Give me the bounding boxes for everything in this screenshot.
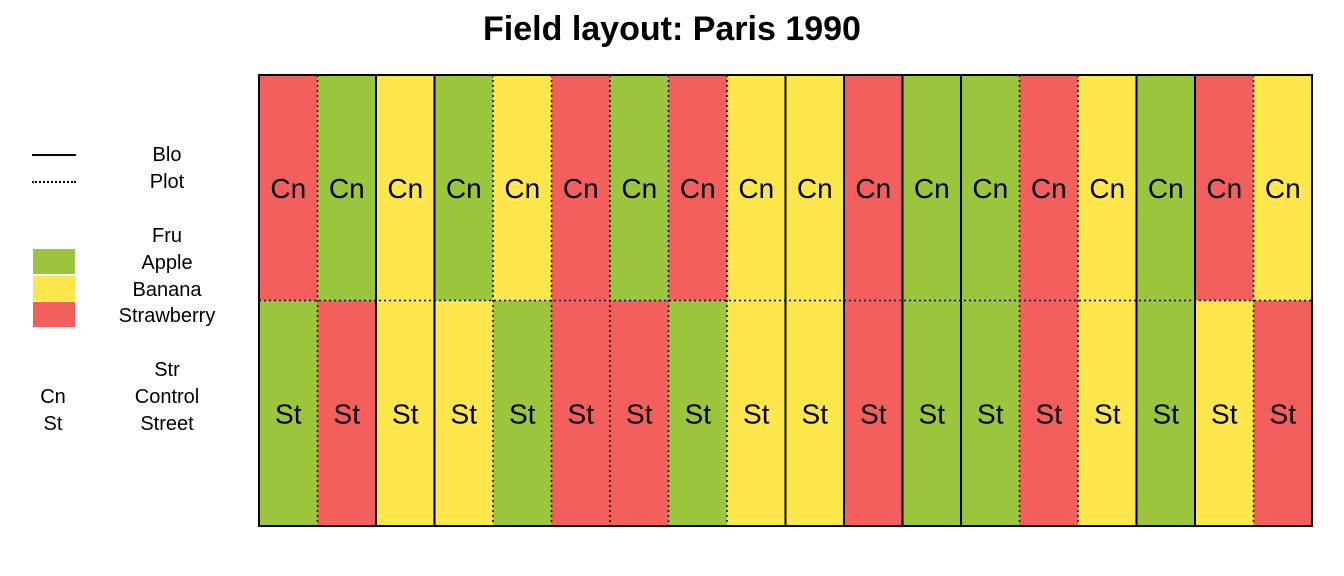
plot-cell-label: St: [275, 398, 302, 429]
field-border: [258, 74, 1313, 527]
plot-cell: [727, 75, 786, 301]
plot-cell: [785, 300, 845, 527]
legend-street-label: Street: [140, 413, 194, 435]
plot-cell: [1195, 75, 1254, 301]
legend-apple-label: Apple: [141, 252, 193, 274]
plot-cell-label: Cn: [1089, 173, 1125, 204]
legend-fruit-header: Fru: [152, 225, 182, 247]
plot-line-sample: [32, 181, 76, 183]
plot-cell: [376, 75, 435, 301]
plot-cell-label: St: [1094, 398, 1121, 429]
legend-control-code: Cn: [40, 386, 66, 408]
plot-cell-label: Cn: [797, 173, 833, 204]
plot-cell: [493, 75, 552, 301]
plot-cell-label: Cn: [972, 173, 1008, 204]
plot-cell-label: St: [977, 398, 1004, 429]
plot-cell-label: St: [626, 398, 653, 429]
plot-cell-label: Cn: [504, 173, 540, 204]
plot-cell-label: St: [334, 398, 361, 429]
plot-cell-label: St: [1211, 398, 1238, 429]
plot-cell-label: Cn: [621, 173, 657, 204]
plot-cell: [902, 300, 962, 527]
plot-cell-label: St: [392, 398, 419, 429]
apple-swatch: [33, 249, 75, 274]
plot-cell: [610, 300, 669, 527]
plot-cell: [1078, 300, 1137, 527]
plot-cell-label: St: [1153, 398, 1180, 429]
plot-cell-label: St: [568, 398, 595, 429]
plot-cell: [785, 75, 845, 301]
plot-cell-label: Cn: [270, 173, 306, 204]
plot-cell: [844, 300, 903, 527]
plot-cell: [259, 300, 318, 527]
plot-cell: [610, 75, 669, 301]
plot-cell: [317, 300, 377, 527]
plot-cell-label: Cn: [1206, 173, 1242, 204]
legend-street-code: St: [43, 413, 63, 435]
plot-cell-label: Cn: [446, 173, 482, 204]
page-title: Field layout: Paris 1990: [483, 10, 861, 48]
plot-cell: [1078, 75, 1137, 301]
plot-cell: [961, 300, 1020, 527]
plot-cell-label: Cn: [680, 173, 716, 204]
plot-cell-label: St: [802, 398, 829, 429]
plot-cell-label: Cn: [855, 173, 891, 204]
strawberry-swatch: [33, 302, 75, 327]
plot-cell-label: St: [1036, 398, 1063, 429]
legend-control-label: Control: [134, 386, 200, 408]
plot-cell-label: Cn: [329, 173, 365, 204]
plot-cell: [1136, 300, 1196, 527]
plot-cell: [434, 75, 494, 301]
plot-cell-label: Cn: [563, 173, 599, 204]
banana-swatch: [33, 276, 75, 301]
plot-cell: [434, 300, 494, 527]
plot-cell-label: Cn: [387, 173, 423, 204]
plot-cell-label: Cn: [1148, 173, 1184, 204]
plot-cell: [317, 75, 377, 301]
plot-cell: [1019, 300, 1079, 527]
plot-cell-label: St: [685, 398, 712, 429]
plot-cell: [844, 75, 903, 301]
legend-banana-label: Banana: [132, 279, 202, 301]
plot-cell-label: St: [451, 398, 478, 429]
plot-cell: [961, 75, 1020, 301]
plot-cell: [259, 75, 318, 301]
plot-cell: [1019, 75, 1079, 301]
plot-cell: [668, 75, 728, 301]
plot-cell: [551, 75, 611, 301]
legend-block-label: Blo: [152, 144, 182, 166]
plot-cell-label: St: [1270, 398, 1297, 429]
plot-cell-label: Cn: [914, 173, 950, 204]
plot-cell-label: St: [860, 398, 887, 429]
plot-cell: [551, 300, 611, 527]
plot-cell: [1253, 75, 1313, 301]
plot-cell: [1136, 75, 1196, 301]
legend-plot-label: Plot: [149, 171, 185, 193]
plot-cell-label: St: [919, 398, 946, 429]
block-line-sample: [32, 154, 76, 156]
plot-cell-label: Cn: [738, 173, 774, 204]
plot-cell-label: Cn: [1265, 173, 1301, 204]
plot-cell: [1253, 300, 1313, 527]
plot-cell: [1195, 300, 1254, 527]
legend-strawberry-label: Strawberry: [118, 305, 216, 327]
plot-cell-label: Cn: [1031, 173, 1067, 204]
legend-strain-header: Str: [154, 359, 180, 381]
plot-cell: [493, 300, 552, 527]
plot-cell-label: St: [509, 398, 536, 429]
plot-cell: [727, 300, 786, 527]
plot-cell: [668, 300, 728, 527]
plot-cell: [902, 75, 962, 301]
plot-cell: [376, 300, 435, 527]
plot-cell-label: St: [743, 398, 770, 429]
